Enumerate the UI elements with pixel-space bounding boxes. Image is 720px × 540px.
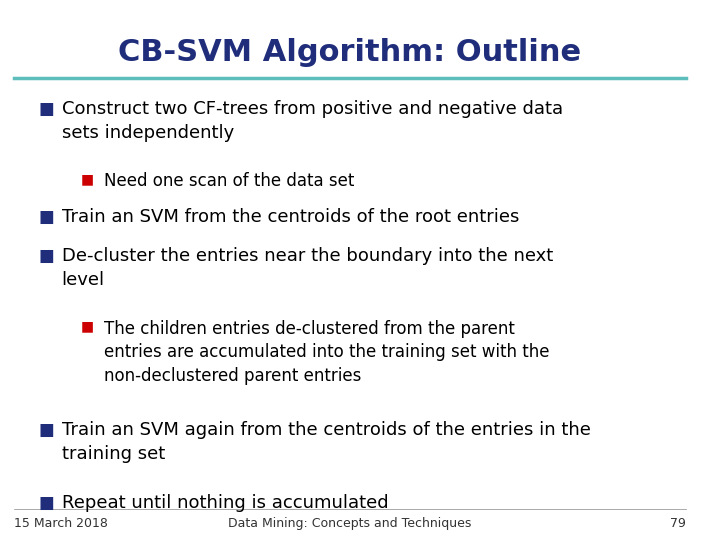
Text: ■: ■ [81,172,94,186]
Text: Need one scan of the data set: Need one scan of the data set [104,172,354,190]
Text: ■: ■ [38,100,54,118]
Text: Train an SVM from the centroids of the root entries: Train an SVM from the centroids of the r… [62,208,519,226]
Text: 79: 79 [670,517,686,530]
Text: ■: ■ [81,320,94,334]
Text: 15 March 2018: 15 March 2018 [14,517,108,530]
Text: Construct two CF-trees from positive and negative data
sets independently: Construct two CF-trees from positive and… [62,100,563,141]
Text: ■: ■ [38,208,54,226]
Text: ■: ■ [38,494,54,511]
Text: CB-SVM Algorithm: Outline: CB-SVM Algorithm: Outline [119,38,582,67]
Text: ■: ■ [38,421,54,439]
Text: De-cluster the entries near the boundary into the next
level: De-cluster the entries near the boundary… [62,247,553,289]
Text: Data Mining: Concepts and Techniques: Data Mining: Concepts and Techniques [228,517,472,530]
Text: ■: ■ [38,247,54,265]
Text: Repeat until nothing is accumulated: Repeat until nothing is accumulated [62,494,388,511]
Text: Train an SVM again from the centroids of the entries in the
training set: Train an SVM again from the centroids of… [62,421,590,463]
Text: The children entries de-clustered from the parent
entries are accumulated into t: The children entries de-clustered from t… [104,320,549,385]
